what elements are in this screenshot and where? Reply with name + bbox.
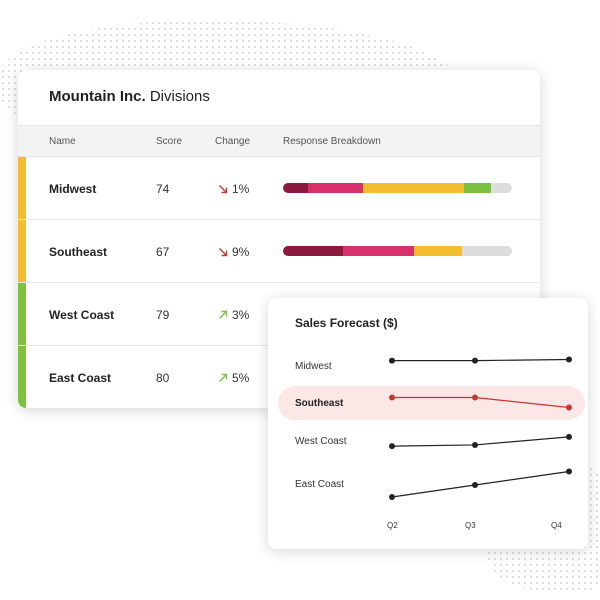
column-header-response-breakdown[interactable]: Response Breakdown: [283, 136, 381, 147]
data-point[interactable]: [472, 394, 478, 401]
division-name: Southeast: [49, 245, 108, 259]
trend-up-arrow-icon: [219, 310, 228, 319]
change-value: 9%: [232, 245, 250, 259]
data-point[interactable]: [389, 494, 395, 500]
row-accent-bar: [18, 283, 26, 345]
data-point[interactable]: [566, 404, 572, 411]
breakdown-segment: [461, 246, 512, 256]
breakdown-segment: [283, 183, 309, 193]
row-accent-bar: [18, 157, 26, 219]
data-point[interactable]: [472, 357, 478, 364]
table-row[interactable]: East Coast 80 5%: [18, 346, 540, 408]
breakdown-segment: [363, 183, 464, 193]
divisions-title-text: Divisions: [149, 88, 210, 105]
breakdown-segment: [342, 246, 414, 256]
data-point[interactable]: [389, 443, 395, 450]
data-point[interactable]: [472, 482, 478, 488]
division-change: 9%: [218, 245, 249, 259]
table-header: Name Score Change Response Breakdown: [18, 125, 540, 157]
table-row[interactable]: Southeast 67 9%: [18, 220, 540, 283]
data-point[interactable]: [566, 356, 572, 363]
x-tick-label: Q3: [465, 521, 476, 530]
change-value: 5%: [232, 371, 250, 385]
table-row[interactable]: Midwest 74 1%: [18, 157, 540, 220]
series-line: [392, 396, 570, 409]
division-change: 1%: [218, 182, 249, 196]
response-breakdown-bar[interactable]: [283, 246, 512, 256]
division-change: 3%: [218, 308, 249, 322]
x-tick-label: Q2: [387, 521, 398, 530]
trend-down-arrow-icon: [219, 185, 228, 194]
row-accent-bar: [18, 346, 26, 408]
series-line: [391, 470, 570, 498]
division-name: West Coast: [49, 308, 115, 322]
breakdown-segment: [308, 183, 364, 193]
company-name: Mountain Inc.: [49, 88, 146, 105]
divisions-title: Mountain Inc. Divisions: [49, 88, 210, 105]
breakdown-segment: [463, 183, 492, 193]
row-accent-bar: [18, 220, 26, 282]
division-score: 67: [156, 245, 170, 259]
division-name: Midwest: [49, 182, 97, 196]
division-score: 79: [156, 308, 170, 322]
change-value: 1%: [232, 182, 250, 196]
sales-forecast-card: Sales Forecast ($) Midwest Southeast Wes…: [268, 298, 588, 549]
series-line: [391, 436, 570, 447]
change-value: 3%: [232, 308, 250, 322]
data-point[interactable]: [472, 441, 478, 448]
breakdown-segment: [413, 246, 462, 256]
series-label-southeast[interactable]: Southeast: [295, 398, 344, 409]
series-line: [392, 358, 570, 362]
series-label-east-coast[interactable]: East Coast: [295, 479, 344, 490]
series-label-midwest[interactable]: Midwest: [295, 361, 332, 372]
forecast-sparklines: [389, 356, 572, 500]
column-header-name[interactable]: Name: [49, 136, 76, 147]
breakdown-segment: [283, 246, 343, 256]
response-breakdown-bar[interactable]: [283, 183, 512, 193]
trend-up-arrow-icon: [219, 373, 228, 382]
division-name: East Coast: [49, 371, 112, 385]
series-label-west-coast[interactable]: West Coast: [295, 436, 347, 447]
x-tick-label: Q4: [551, 521, 562, 530]
column-header-change[interactable]: Change: [215, 136, 251, 147]
column-header-score[interactable]: Score: [156, 136, 183, 147]
division-score: 80: [156, 371, 170, 385]
data-point[interactable]: [566, 468, 572, 475]
data-point[interactable]: [566, 433, 572, 440]
division-score: 74: [156, 182, 170, 196]
breakdown-segment: [491, 183, 512, 193]
data-point[interactable]: [389, 394, 395, 401]
chart-title: Sales Forecast ($): [295, 316, 398, 330]
trend-down-arrow-icon: [219, 248, 228, 257]
data-point[interactable]: [389, 357, 395, 364]
highlighted-row-background: [278, 386, 585, 420]
division-change: 5%: [218, 371, 249, 385]
